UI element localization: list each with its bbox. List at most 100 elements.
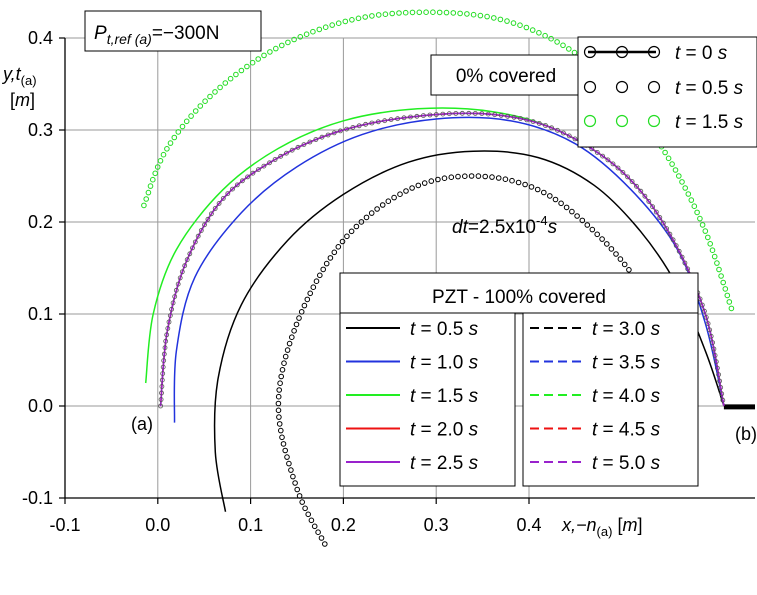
series-t-1-5-s-0-covered-point	[310, 28, 316, 35]
series-t-1-5-s-0-covered-point	[416, 9, 423, 16]
series-t-1-5-s-0-covered-point	[536, 30, 542, 36]
series-t-0-5-s-0-covered-point	[278, 373, 285, 380]
series-t-0-5-s-0-covered-point	[569, 208, 575, 215]
series-t-1-5-s-0-covered-point	[175, 129, 182, 135]
series-t-0-5-s-0-covered-point	[279, 434, 285, 441]
series-t-0-5-s-0-covered-point	[617, 256, 624, 262]
y-axis-label: y,t(a)	[1, 64, 37, 88]
series-t-1-5-s-0-covered-point	[267, 49, 273, 55]
converged-point	[165, 325, 171, 331]
series-t-1-5-s-0-covered-point	[688, 197, 695, 203]
converged-point	[325, 132, 331, 138]
series-t-0-5-s-0-covered-point	[391, 194, 397, 201]
converged-point	[198, 228, 204, 233]
converged-point	[160, 371, 166, 377]
converged-point	[566, 133, 572, 139]
series-t-1-5-s-0-covered-point	[714, 260, 720, 266]
series-t-0-5-s-0-covered-point	[475, 173, 482, 179]
series-t-1-5-s-0-covered-point	[560, 42, 566, 49]
converged-point	[375, 119, 381, 125]
series-t-0-5-s-0-covered-point	[286, 340, 293, 347]
legend-left-label: t = 2.0 s	[410, 420, 479, 441]
series-t-1-5-s-0-covered-point	[517, 22, 523, 29]
series-t-1-5-s-0-covered-point	[491, 15, 497, 21]
series-t-0-5-s-0-covered-point	[574, 213, 580, 219]
pzt-title: PZT - 100% covered	[432, 287, 606, 308]
converged-point	[179, 269, 185, 275]
converged-point	[536, 121, 542, 126]
series-t-0-5-s-0-covered-point	[604, 241, 610, 247]
converged-point	[600, 153, 605, 159]
series-t-1-5-s-0-covered-point	[238, 67, 245, 74]
force-box	[84, 10, 262, 52]
y-axis-unit: [m]	[10, 90, 35, 110]
converged-point	[388, 117, 394, 122]
converged-point	[667, 231, 673, 237]
converged-point	[337, 128, 343, 134]
series-t-1-5-s-0-covered-point	[382, 11, 389, 17]
converged-point	[289, 147, 295, 153]
converged-point	[159, 390, 164, 396]
series-t-1-5-s-0-covered-point	[183, 118, 190, 125]
converged-point	[650, 204, 655, 210]
converged-point	[708, 333, 714, 339]
series-t-0-5-s-0-covered-point	[403, 188, 409, 194]
series-t-0-5-s-0-covered-point	[599, 236, 605, 242]
series-t-1-5-s-0-covered-point	[464, 11, 470, 17]
converged-point	[173, 287, 179, 293]
converged-point	[459, 110, 465, 116]
series-t-1-5-s-0-covered-point	[316, 26, 323, 33]
series-t-1-5-s-0-covered-point	[707, 241, 714, 247]
series-t-1-5-s-0-covered-point	[724, 292, 731, 299]
series-t-0-5-s-0-covered-point	[315, 529, 321, 536]
series-t-0-5-s-0-covered-point	[317, 272, 323, 279]
converged-point	[657, 215, 663, 220]
series-t-1-5-s-0-covered-point	[709, 247, 716, 253]
series-t-0-5-s-0-covered-point	[275, 400, 282, 407]
series-t-0-5-s-0-covered-point	[305, 511, 312, 518]
converged-point	[161, 358, 167, 364]
y-tick-label: 0.2	[28, 212, 53, 232]
converged-point	[676, 248, 682, 254]
series-t-1-5-s-0-covered-point	[694, 209, 700, 216]
legend-right-label: t = 3.5 s	[592, 353, 661, 374]
series-t-0-5-s-0-covered-point	[318, 535, 325, 541]
converged-point	[202, 222, 207, 228]
series-t-0-5-s-0-covered-point	[558, 200, 564, 207]
converged-point	[172, 294, 178, 300]
series-t-1-5-s-0-covered-point	[718, 273, 724, 279]
series-t-0-5-s-0-covered-point	[415, 182, 422, 189]
series-t-0-5-s-0-covered-point	[594, 231, 601, 238]
series-t-0-5-s-0-covered-point	[280, 441, 287, 447]
series-t-0-5-s-0-covered-point	[502, 176, 509, 182]
series-t-1-5-s-0-covered-point	[720, 279, 727, 286]
series-t-1-5-s-0-covered-point	[669, 161, 675, 167]
series-t-0-5-s-0-covered-point	[385, 198, 392, 204]
converged-point	[158, 403, 164, 409]
series-t-0-5-s-0-covered-point	[296, 315, 302, 321]
series-t-0-5-s-0-covered-point	[348, 228, 355, 235]
series-t-1-5-s-0-covered-point	[244, 63, 250, 70]
series-t-0-5-s-0-covered-point	[462, 173, 468, 179]
series-t-1-5-s-0-covered-point	[255, 56, 262, 62]
series-t-0-5-s-0-covered-point	[358, 219, 365, 225]
series-t-0-5-s-0-covered-point	[522, 181, 528, 188]
converged-point	[272, 157, 278, 162]
series-t-0-5-s-0-covered-point	[397, 191, 403, 197]
series-t-0-5-s-0-covered-point	[509, 177, 515, 184]
pzt-title-box	[339, 272, 699, 314]
series-t-0-5-s-0-covered-point	[468, 173, 475, 179]
series-t-1-5-s-0-covered-point	[273, 45, 279, 52]
converged-point	[267, 160, 272, 166]
converged-point	[184, 257, 190, 263]
converged-point	[278, 153, 284, 159]
series-t-1-5-s-0-covered-point	[711, 253, 718, 260]
legend-top-marker	[615, 45, 629, 59]
series-t-0-5-s-0-covered-point	[547, 193, 553, 199]
converged-point	[682, 260, 688, 266]
series-t-0-5-s-0-covered-point	[304, 296, 311, 303]
force-label: Pt,ref (a)=−300N	[94, 23, 219, 47]
series-t-1-5-s-0-covered-point	[443, 9, 450, 16]
converged-point	[245, 174, 251, 180]
